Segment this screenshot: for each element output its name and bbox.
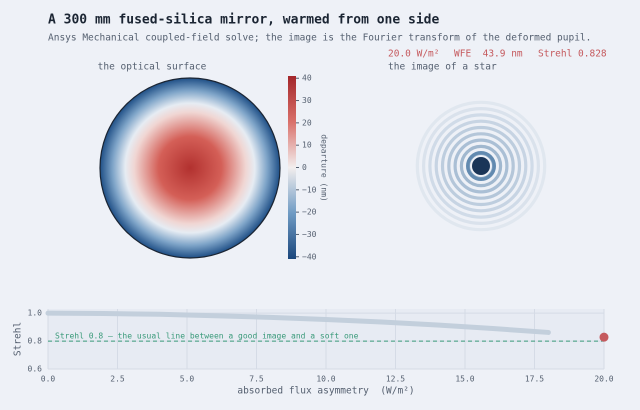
y-axis-label: Strehl [13, 322, 24, 356]
x-axis-label: absorbed flux asymmetry (W/m²) [237, 386, 414, 397]
colorbar [288, 76, 296, 259]
airy-ring [453, 138, 509, 194]
title: A 300 mm fused-silica mirror, warmed fro… [48, 13, 440, 28]
colorbar-label: departure (nm) [320, 134, 329, 201]
colorbar-tick-label: −10 [302, 185, 317, 194]
status-strehl: Strehl 0.828 [538, 49, 607, 60]
x-tick-label: 20.0 [594, 375, 613, 384]
airy-ring [415, 100, 547, 232]
colorbar-tick-label: 0 [302, 163, 307, 172]
airy-ring [447, 132, 515, 200]
colorbar-tick-label: 30 [302, 96, 312, 105]
x-tick-label: 10.0 [316, 375, 335, 384]
colorbar-tick-label: −40 [302, 252, 317, 261]
x-tick-label: 0.0 [41, 375, 56, 384]
x-tick-label: 5.0 [180, 375, 195, 384]
panel-label: the image of a star [388, 62, 497, 73]
airy-ring [422, 106, 541, 226]
colorbar-tick-label: −20 [302, 208, 317, 217]
subtitle: Ansys Mechanical coupled-field solve; th… [48, 33, 591, 44]
airy-ring [459, 144, 503, 188]
star-image [415, 100, 547, 232]
x-tick-label: 2.5 [110, 375, 125, 384]
x-tick-label: 15.0 [455, 375, 474, 384]
threshold-label: Strehl 0.8 — the usual line between a go… [55, 332, 359, 341]
colorbar-tick-label: 20 [302, 118, 312, 127]
y-tick-label: 0.8 [28, 337, 43, 346]
status-flux: 20.0 W/m² [388, 49, 439, 60]
airy-ring [440, 125, 522, 207]
y-tick-label: 0.6 [28, 365, 43, 374]
x-tick-label: 7.5 [249, 375, 264, 384]
current-point [599, 332, 609, 342]
x-tick-label: 12.5 [386, 375, 405, 384]
airy-ring [428, 113, 534, 219]
colorbar-tick-label: 10 [302, 141, 312, 150]
status-wfe: WFE 43.9 nm [454, 49, 523, 60]
panel-label: the optical surface [98, 62, 207, 73]
airy-halo [466, 151, 496, 181]
series-line [45, 310, 551, 335]
airy-core [472, 157, 490, 175]
colorbar-tick-label: −30 [302, 230, 317, 239]
surface-map [99, 77, 281, 259]
x-tick-label: 17.5 [525, 375, 544, 384]
y-tick-label: 1.0 [28, 309, 43, 318]
airy-ring [434, 119, 528, 213]
colorbar-tick-label: 40 [302, 74, 312, 83]
